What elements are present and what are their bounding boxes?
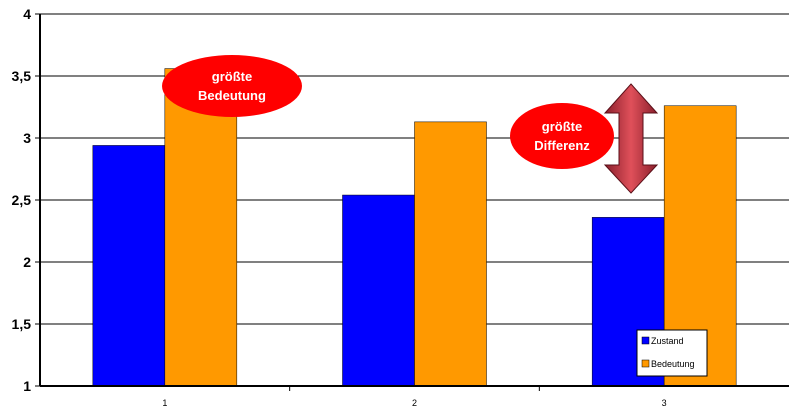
axes xyxy=(35,13,789,391)
bar-zustand-1 xyxy=(92,145,166,387)
callout-groesste-differenz: größte Differenz xyxy=(510,103,614,169)
legend: Zustand Bedeutung xyxy=(636,329,708,377)
callout-ellipse xyxy=(510,103,614,169)
y-tick-label: 2,5 xyxy=(12,192,32,208)
double-arrow-icon xyxy=(603,83,659,194)
bars xyxy=(92,68,737,387)
legend-label-zustand: Zustand xyxy=(651,336,684,346)
y-tick-label: 4 xyxy=(23,6,31,22)
y-tick-labels: 1 1,5 2 2,5 3 3,5 4 xyxy=(12,6,32,394)
legend-label-bedeutung: Bedeutung xyxy=(651,359,695,369)
x-tick-label: 1 xyxy=(162,398,167,408)
legend-swatch-bedeutung xyxy=(641,359,650,368)
y-tick-label: 1,5 xyxy=(12,316,32,332)
x-tick-label: 2 xyxy=(412,398,417,408)
bar-bedeutung-1 xyxy=(164,68,238,387)
callout-line-1: größte xyxy=(542,119,582,134)
x-tick-labels: 1 2 3 xyxy=(162,398,666,408)
y-tick-label: 3 xyxy=(23,130,31,146)
y-tick-label: 2 xyxy=(23,254,31,270)
bar-zustand-2 xyxy=(342,194,415,387)
x-tick-label: 3 xyxy=(662,398,667,408)
callout-ellipse xyxy=(162,55,302,117)
callout-line-2: Differenz xyxy=(534,138,590,153)
y-tick-label: 3,5 xyxy=(12,68,32,84)
callout-groesste-bedeutung: größte Bedeutung xyxy=(162,55,302,117)
legend-swatch-zustand xyxy=(641,336,650,345)
callout-line-2: Bedeutung xyxy=(198,88,266,103)
y-tick-label: 1 xyxy=(23,378,31,394)
callout-line-1: größte xyxy=(212,69,252,84)
bar-bedeutung-2 xyxy=(414,121,487,387)
